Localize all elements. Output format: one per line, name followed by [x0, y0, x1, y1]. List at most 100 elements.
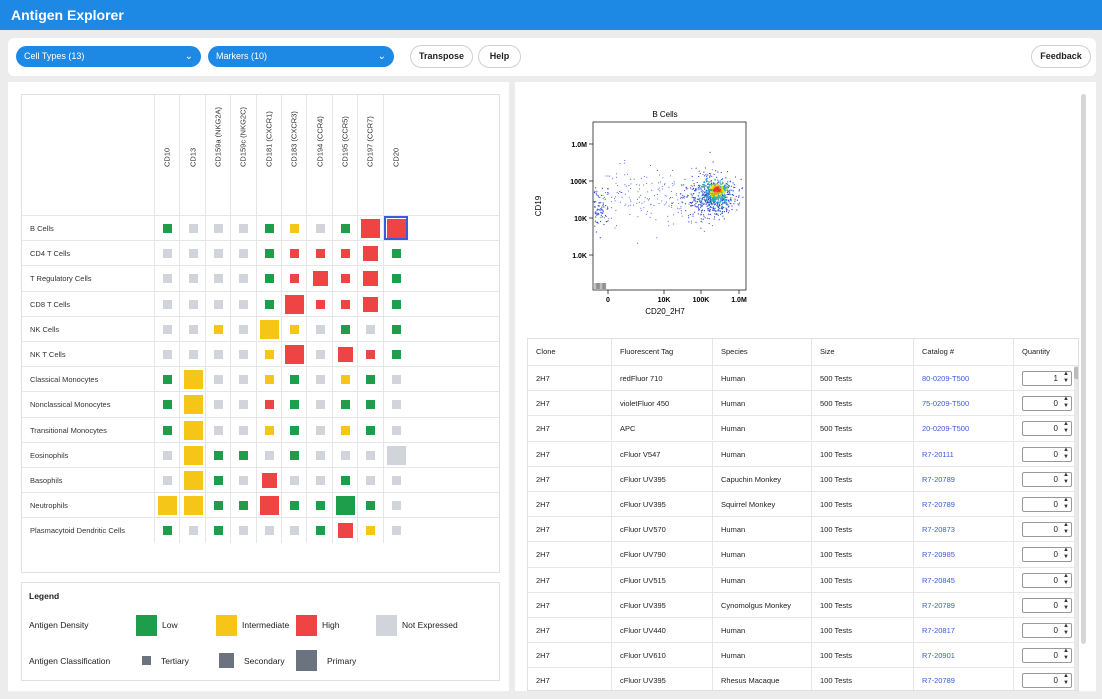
catalog-link[interactable]: 75-0209-T500 [913, 391, 1013, 416]
cell-type-label[interactable]: Eosinophils [30, 450, 69, 460]
marker-header[interactable]: CD181 (CXCR1) [255, 95, 281, 215]
stepper-arrows-icon[interactable]: ▲ ▼ [1063, 572, 1069, 586]
matrix-cell[interactable] [230, 442, 255, 468]
matrix-cell[interactable] [204, 316, 230, 342]
matrix-cell[interactable] [382, 392, 408, 418]
matrix-cell[interactable] [255, 266, 281, 292]
matrix-cell[interactable] [281, 342, 306, 367]
matrix-cell[interactable] [154, 266, 179, 292]
quantity-stepper[interactable]: 0 ▲ ▼ [1022, 396, 1072, 412]
stepper-arrows-icon[interactable]: ▲ ▼ [1063, 673, 1069, 687]
matrix-cell[interactable] [357, 342, 382, 367]
matrix-cell[interactable] [255, 291, 281, 317]
matrix-cell[interactable] [306, 417, 331, 443]
quantity-stepper[interactable]: 0 ▲ ▼ [1022, 522, 1072, 538]
column-header[interactable]: Catalog # [913, 339, 1013, 365]
quantity-stepper[interactable]: 0 ▲ ▼ [1022, 421, 1072, 437]
matrix-cell[interactable] [357, 316, 382, 342]
matrix-cell[interactable] [382, 367, 408, 393]
matrix-cell[interactable] [281, 241, 306, 267]
matrix-cell[interactable] [154, 417, 179, 443]
matrix-cell[interactable] [382, 518, 408, 544]
matrix-cell[interactable] [204, 417, 230, 443]
catalog-link[interactable]: 80-0209-T500 [913, 366, 1013, 390]
stepper-arrows-icon[interactable]: ▲ ▼ [1063, 371, 1069, 384]
matrix-cell[interactable] [382, 417, 408, 443]
panel-scrollbar[interactable] [1081, 94, 1086, 644]
marker-header[interactable]: CD183 (CXCR3) [281, 95, 306, 215]
cell-type-label[interactable]: Transitional Monocytes [30, 425, 107, 435]
transpose-button[interactable]: Transpose [410, 45, 473, 68]
catalog-link[interactable]: R7-20985 [913, 542, 1013, 567]
marker-header[interactable]: CD195 (CCR5) [331, 95, 357, 215]
matrix-cell[interactable] [281, 493, 306, 519]
matrix-cell[interactable] [331, 291, 357, 317]
matrix-cell[interactable] [154, 241, 179, 267]
matrix-cell[interactable] [255, 342, 281, 367]
matrix-cell[interactable] [204, 442, 230, 468]
matrix-cell[interactable] [306, 241, 331, 267]
markers-dropdown[interactable]: Markers (10) ⌄ [208, 46, 394, 67]
stepper-arrows-icon[interactable]: ▲ ▼ [1063, 623, 1069, 636]
matrix-cell[interactable] [357, 367, 382, 393]
column-header[interactable]: Species [712, 339, 811, 365]
matrix-cell[interactable] [382, 266, 408, 292]
quantity-stepper[interactable]: 0 ▲ ▼ [1022, 547, 1072, 563]
matrix-cell[interactable] [357, 266, 382, 292]
marker-header[interactable]: CD159c (NKG2C) [230, 95, 255, 215]
matrix-cell[interactable] [204, 216, 230, 241]
column-header[interactable]: Quantity [1013, 339, 1078, 365]
matrix-cell[interactable] [357, 241, 382, 267]
catalog-link[interactable]: R7-20817 [913, 618, 1013, 642]
matrix-cell[interactable] [230, 241, 255, 267]
stepper-arrows-icon[interactable]: ▲ ▼ [1063, 547, 1069, 561]
stepper-arrows-icon[interactable]: ▲ ▼ [1063, 522, 1069, 536]
matrix-cell[interactable] [306, 367, 331, 393]
matrix-cell[interactable] [230, 342, 255, 367]
matrix-cell[interactable] [357, 442, 382, 468]
matrix-cell[interactable] [281, 367, 306, 393]
matrix-cell[interactable] [204, 468, 230, 493]
quantity-stepper[interactable]: 0 ▲ ▼ [1022, 572, 1072, 588]
matrix-cell[interactable] [306, 266, 331, 292]
cell-type-label[interactable]: CD8 T Cells [30, 299, 71, 309]
matrix-cell[interactable] [382, 241, 408, 267]
column-header[interactable]: Fluorescent Tag [611, 339, 712, 365]
matrix-cell[interactable] [331, 417, 357, 443]
matrix-cell[interactable] [230, 493, 255, 519]
quantity-stepper[interactable]: 0 ▲ ▼ [1022, 597, 1072, 613]
matrix-cell[interactable] [281, 518, 306, 544]
matrix-cell[interactable] [281, 442, 306, 468]
matrix-cell[interactable] [230, 468, 255, 493]
matrix-cell[interactable] [179, 518, 204, 544]
matrix-cell[interactable] [154, 493, 179, 519]
matrix-cell[interactable] [230, 518, 255, 544]
marker-header[interactable]: CD10 [154, 95, 179, 215]
matrix-cell[interactable] [331, 241, 357, 267]
matrix-cell[interactable] [331, 518, 357, 544]
matrix-cell[interactable] [255, 241, 281, 267]
matrix-cell[interactable] [331, 316, 357, 342]
matrix-cell[interactable] [154, 392, 179, 418]
scrollbar-thumb[interactable] [1074, 367, 1078, 379]
matrix-cell[interactable] [382, 216, 408, 241]
matrix-cell[interactable] [331, 216, 357, 241]
matrix-cell[interactable] [382, 342, 408, 367]
matrix-cell[interactable] [306, 291, 331, 317]
stepper-arrows-icon[interactable]: ▲ ▼ [1063, 396, 1069, 410]
catalog-link[interactable]: R7-20111 [913, 441, 1013, 466]
matrix-cell[interactable] [154, 367, 179, 393]
stepper-arrows-icon[interactable]: ▲ ▼ [1063, 497, 1069, 510]
cell-type-label[interactable]: CD4 T Cells [30, 249, 71, 259]
matrix-cell[interactable] [306, 518, 331, 544]
matrix-cell[interactable] [230, 417, 255, 443]
matrix-cell[interactable] [306, 493, 331, 519]
matrix-cell[interactable] [230, 266, 255, 292]
matrix-cell[interactable] [331, 342, 357, 367]
matrix-cell[interactable] [306, 216, 331, 241]
matrix-cell[interactable] [331, 392, 357, 418]
matrix-cell[interactable] [357, 291, 382, 317]
matrix-cell[interactable] [204, 518, 230, 544]
matrix-cell[interactable] [306, 316, 331, 342]
matrix-cell[interactable] [331, 442, 357, 468]
